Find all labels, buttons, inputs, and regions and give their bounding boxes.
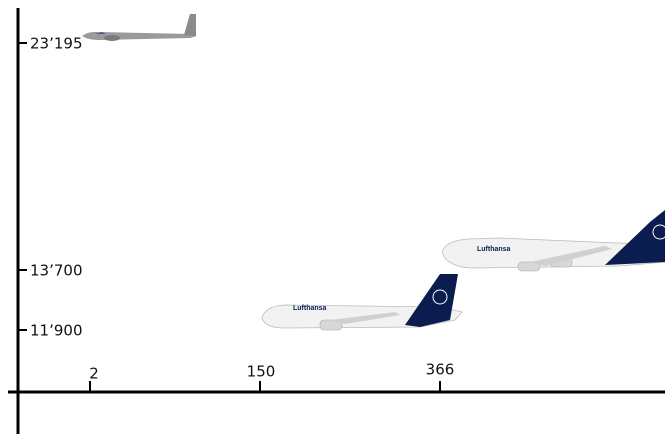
y-tick-label: 13’700 <box>30 262 83 280</box>
glider <box>82 14 197 41</box>
b747: Lufthansa <box>441 210 665 272</box>
x-tick-label: 366 <box>426 361 455 379</box>
axes <box>8 8 665 434</box>
a320: Lufthansa <box>261 274 463 331</box>
livery-text: Lufthansa <box>293 305 327 312</box>
y-tick-label: 23’195 <box>30 35 83 53</box>
y-tick-label: 11’900 <box>30 322 83 340</box>
livery-text: Lufthansa <box>477 246 511 253</box>
x-tick-label: 150 <box>247 363 276 381</box>
x-tick-label: 2 <box>89 365 99 383</box>
